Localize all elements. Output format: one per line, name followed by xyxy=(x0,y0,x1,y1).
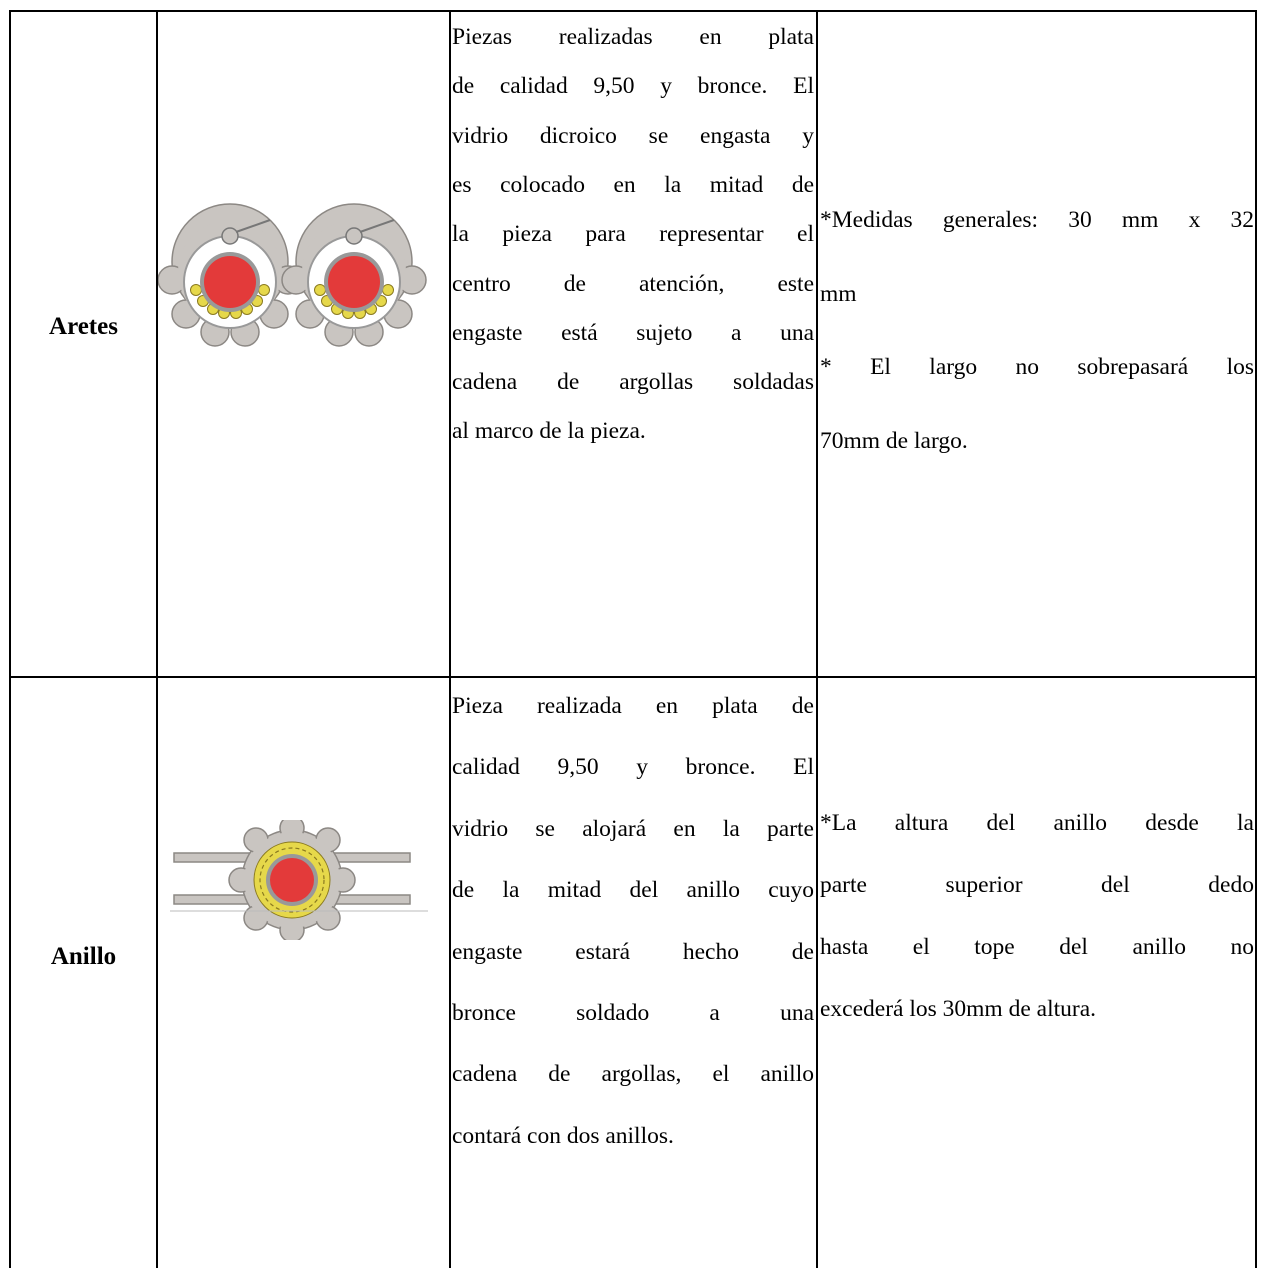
specs-line: mm xyxy=(820,280,857,307)
specs-line: parte superior del dedo xyxy=(820,872,1254,898)
specs-line: *Medidas generales: 30 mm x 32 xyxy=(820,207,1254,233)
table-border xyxy=(816,10,818,1268)
specs-line: excederá los 30mm de altura. xyxy=(820,996,1097,1022)
specs-line: *La altura del anillo desde la xyxy=(820,810,1254,836)
specs-line: hasta el tope del anillo no xyxy=(820,934,1254,960)
ring-illustration xyxy=(170,820,428,940)
description-line: calidad 9,50 y bronce. El xyxy=(452,754,814,781)
description-line: engaste está sujeto a una xyxy=(452,319,814,346)
earrings-illustration xyxy=(158,203,427,347)
description-line: centro de atención, este xyxy=(452,270,814,297)
description-line: engaste estará hecho de xyxy=(452,938,814,965)
row-label: Aretes xyxy=(49,313,118,340)
description-line: bronce soldado a una xyxy=(452,1000,814,1026)
table-border xyxy=(156,10,158,1268)
description-line: Pieza realizada en plata de xyxy=(452,693,814,719)
table-border xyxy=(10,10,1257,12)
description-line: vidrio dicroico se engasta y xyxy=(452,122,814,149)
specs-line: 70mm de largo. xyxy=(820,428,968,455)
description-line: la pieza para representar el xyxy=(452,221,814,248)
table-border xyxy=(10,676,1257,678)
table-border xyxy=(9,10,11,1268)
description-line: de calidad 9,50 y bronce. El xyxy=(452,73,814,100)
row-label: Anillo xyxy=(50,943,117,970)
table-border xyxy=(449,10,451,1268)
description-line: de la mitad del anillo cuyo xyxy=(452,877,814,904)
description-line: es colocado en la mitad de xyxy=(452,171,814,198)
description-line: vidrio se alojará en la parte xyxy=(452,815,814,842)
description-line: al marco de la pieza. xyxy=(452,418,646,445)
description-line: Piezas realizadas en plata xyxy=(452,24,814,50)
specs-line: * El largo no sobrepasará los xyxy=(820,354,1254,381)
description-line: cadena de argollas soldadas xyxy=(452,369,814,396)
description-line: contará con dos anillos. xyxy=(452,1122,674,1149)
table-border xyxy=(1255,10,1257,1268)
description-line: cadena de argollas, el anillo xyxy=(452,1061,814,1088)
